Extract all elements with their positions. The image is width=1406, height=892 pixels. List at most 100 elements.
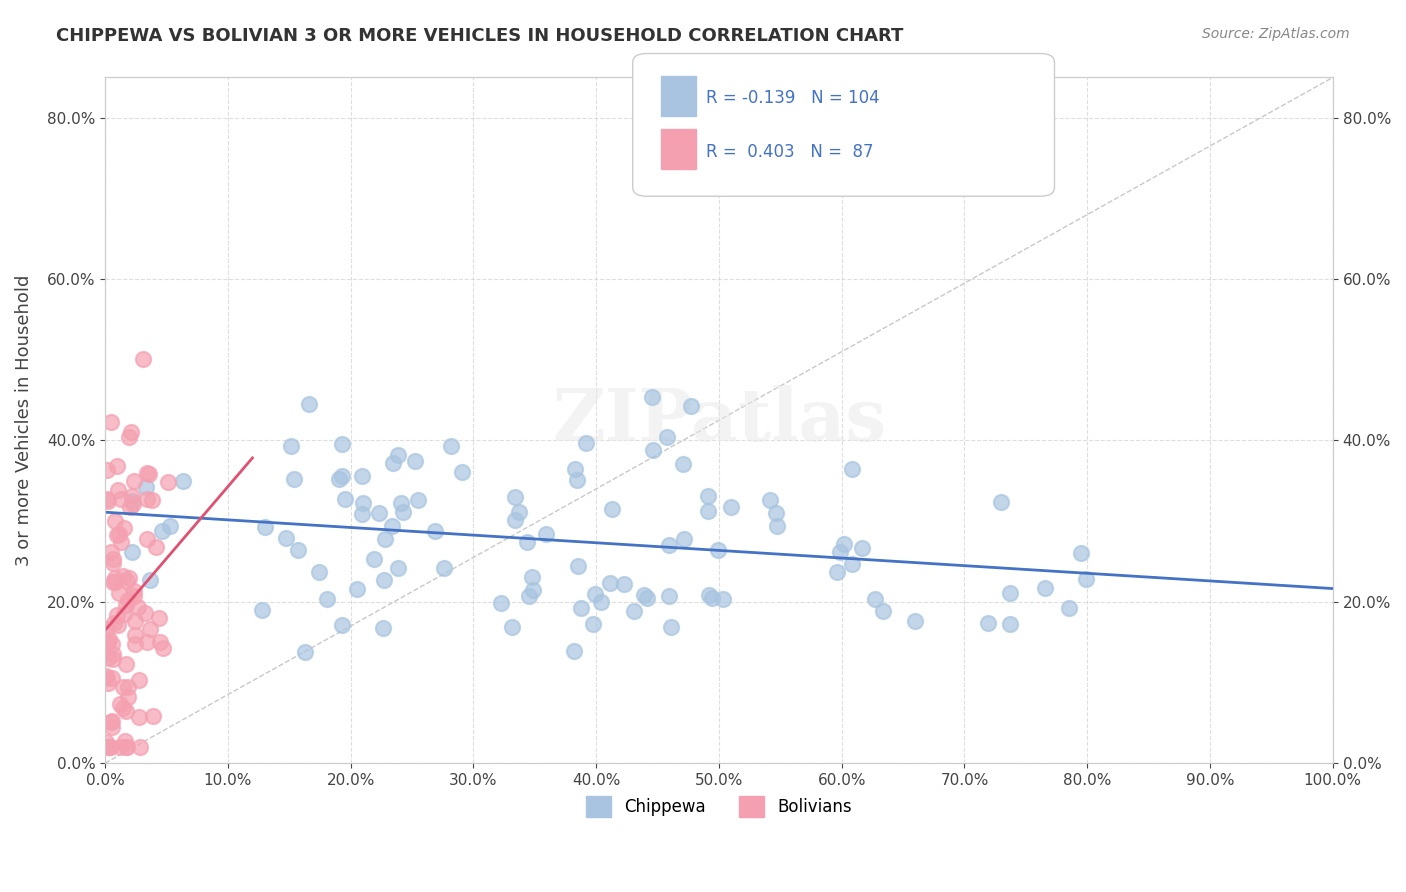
Point — [765, 506, 787, 520]
Point — [308, 565, 330, 579]
Point — [107, 483, 129, 498]
Point — [613, 577, 636, 591]
Point — [423, 524, 446, 538]
Point — [97, 635, 120, 649]
Point — [149, 634, 172, 648]
Point — [841, 557, 863, 571]
Point — [122, 589, 145, 603]
Point — [110, 491, 132, 506]
Point — [117, 690, 139, 705]
Text: CHIPPEWA VS BOLIVIAN 3 OR MORE VEHICLES IN HOUSEHOLD CORRELATION CHART: CHIPPEWA VS BOLIVIAN 3 OR MORE VEHICLES … — [56, 27, 904, 45]
Point — [96, 622, 118, 636]
Point — [145, 540, 167, 554]
Point — [832, 537, 855, 551]
Point — [100, 545, 122, 559]
Point — [828, 545, 851, 559]
Point — [120, 425, 142, 440]
Point — [101, 551, 124, 566]
Point — [132, 352, 155, 367]
Point — [94, 669, 117, 683]
Text: R =  0.403   N =  87: R = 0.403 N = 87 — [706, 143, 873, 161]
Point — [108, 586, 131, 600]
Point — [283, 472, 305, 486]
Point — [672, 457, 695, 471]
Point — [100, 416, 122, 430]
Point — [142, 708, 165, 723]
Point — [104, 575, 127, 590]
Point — [636, 591, 658, 605]
Point — [758, 493, 780, 508]
Point — [139, 623, 162, 637]
Point — [117, 593, 139, 607]
Point — [501, 620, 523, 634]
Point — [97, 650, 120, 665]
Point — [522, 582, 544, 597]
Point — [1033, 582, 1056, 596]
Point — [998, 617, 1021, 632]
Point — [567, 558, 589, 573]
Point — [96, 463, 118, 477]
Point — [274, 531, 297, 545]
Point — [250, 603, 273, 617]
Point — [699, 588, 721, 602]
Text: Source: ZipAtlas.com: Source: ZipAtlas.com — [1202, 27, 1350, 41]
Point — [1074, 572, 1097, 586]
Point — [97, 676, 120, 690]
Point — [990, 495, 1012, 509]
Point — [108, 739, 131, 754]
Point — [565, 473, 588, 487]
Point — [121, 497, 143, 511]
Point — [977, 616, 1000, 631]
Point — [107, 526, 129, 541]
Point — [96, 491, 118, 506]
Point — [562, 643, 585, 657]
Point — [121, 545, 143, 559]
Point — [374, 532, 396, 546]
Text: ZIPatlas: ZIPatlas — [553, 384, 886, 456]
Point — [124, 614, 146, 628]
Point — [702, 591, 724, 605]
Point — [373, 573, 395, 587]
Point — [508, 505, 530, 519]
Point — [138, 467, 160, 481]
Point — [583, 587, 606, 601]
Point — [696, 489, 718, 503]
Point — [118, 430, 141, 444]
Point — [697, 504, 720, 518]
Point — [904, 614, 927, 628]
Point — [135, 480, 157, 494]
Point — [280, 439, 302, 453]
Point — [157, 475, 180, 489]
Point — [101, 647, 124, 661]
Point — [350, 469, 373, 483]
Point — [720, 500, 742, 514]
Point — [503, 513, 526, 527]
Point — [110, 534, 132, 549]
Point — [121, 489, 143, 503]
Point — [148, 611, 170, 625]
Point — [115, 704, 138, 718]
Legend: Chippewa, Bolivians: Chippewa, Bolivians — [579, 789, 859, 823]
Point — [287, 543, 309, 558]
Point — [135, 533, 157, 547]
Point — [623, 604, 645, 618]
Point — [373, 621, 395, 635]
Point — [346, 582, 368, 596]
Point — [363, 552, 385, 566]
Point — [659, 620, 682, 634]
Point — [100, 714, 122, 728]
Point — [127, 600, 149, 615]
Point — [96, 671, 118, 685]
Point — [707, 542, 730, 557]
Point — [122, 474, 145, 488]
Point — [643, 443, 665, 458]
Point — [382, 456, 405, 470]
Point — [599, 575, 621, 590]
Point — [640, 391, 662, 405]
Point — [122, 583, 145, 598]
Point — [1070, 545, 1092, 559]
Point — [104, 570, 127, 584]
Point — [520, 570, 543, 584]
Point — [294, 645, 316, 659]
Point — [111, 569, 134, 583]
